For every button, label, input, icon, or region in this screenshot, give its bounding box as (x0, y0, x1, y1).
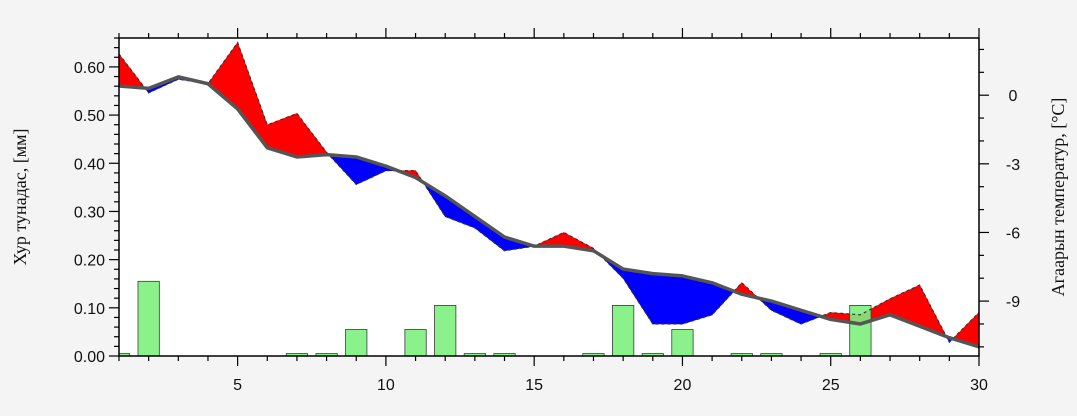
precipitation-bar (612, 305, 635, 357)
x-tick-label: 25 (822, 377, 840, 394)
right-tick-label: -6 (1006, 225, 1020, 242)
precipitation-bar (434, 305, 457, 357)
left-y-axis: 0.00 0.10 0.20 0.30 0.40 0.50 0.60 (74, 37, 119, 366)
left-tick-label: 0.60 (74, 60, 105, 77)
actual-temperature-line (118, 41, 980, 344)
left-tick-label: 0.10 (74, 301, 105, 318)
temperature-anomaly-segment (652, 273, 683, 325)
x-tick-label: 30 (970, 377, 988, 394)
precipitation-bar (137, 280, 160, 357)
left-tick-label: 0.40 (74, 156, 105, 173)
plot-area (119, 38, 979, 356)
right-y-axis: 0 -3 -6 -9 (979, 48, 1020, 348)
left-tick-label: 0.00 (74, 349, 105, 366)
precipitation-bar (671, 329, 694, 357)
x-tick-label: 20 (674, 377, 692, 394)
x-tick-label: 15 (525, 377, 543, 394)
normal-temperature-line (118, 75, 980, 349)
right-tick-label: -3 (1006, 157, 1020, 174)
left-tick-label: 0.20 (74, 253, 105, 270)
x-tick-label: 10 (377, 377, 395, 394)
left-axis-title: Хур тунадас, [мм] (10, 128, 30, 265)
plot-frame (118, 37, 980, 357)
right-axis-title: Агаарын температур, [°C] (1048, 98, 1068, 297)
left-tick-label: 0.50 (74, 108, 105, 125)
right-tick-label: 0 (1009, 88, 1018, 105)
precipitation-bar (345, 329, 368, 357)
temperature-lines (118, 41, 980, 349)
precipitation-bar (849, 305, 872, 357)
x-tick-label: 5 (233, 377, 242, 394)
x-axis: 5 10 15 20 25 30 (118, 28, 988, 394)
left-tick-label: 0.30 (74, 204, 105, 221)
right-tick-label: -9 (1006, 294, 1020, 311)
precipitation-bar (404, 329, 427, 357)
